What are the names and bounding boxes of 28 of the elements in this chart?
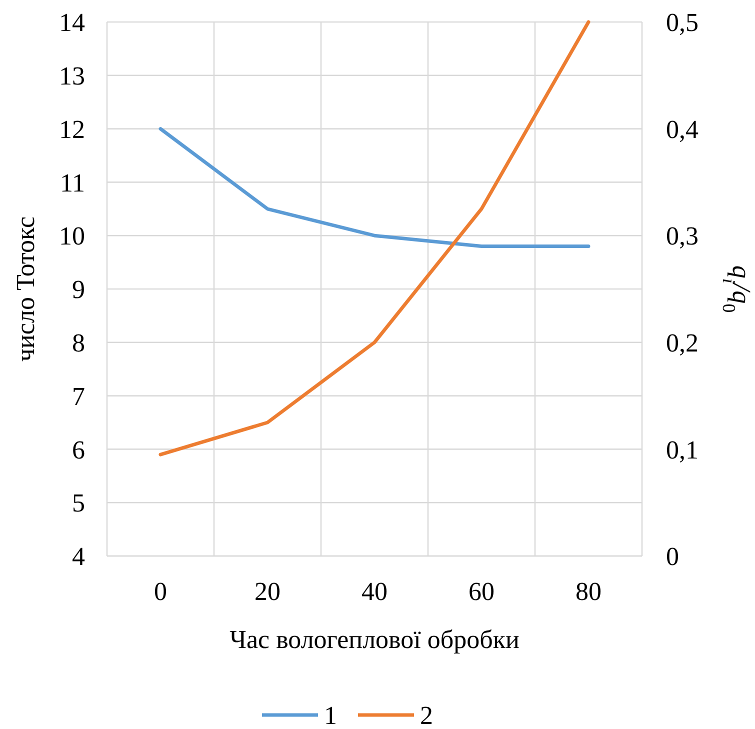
y-tick-label: 8 <box>72 328 85 358</box>
y2-tick-label: 0,2 <box>666 328 698 358</box>
line-series <box>158 20 590 456</box>
x-tick-label: 20 <box>254 577 280 606</box>
y-axis-title: число Тотокс <box>11 216 40 362</box>
x-axis-title: Час вологеплової обробки <box>230 625 520 654</box>
line-series <box>158 127 590 248</box>
x-tick-label: 0 <box>154 577 167 606</box>
y-tick-label: 12 <box>59 114 85 144</box>
y-tick-label: 7 <box>72 382 85 411</box>
y-tick-label: 14 <box>59 8 85 38</box>
y-tick-label: 13 <box>59 62 85 90</box>
x-tick-label: 40 <box>362 577 388 606</box>
y2-tick-label: 0,4 <box>666 114 698 144</box>
y2-tick-label: 0,3 <box>666 222 698 251</box>
y-tick-label: 10 <box>59 222 85 251</box>
y2-tick-label: 0 <box>666 542 679 572</box>
y-tick-label: 4 <box>72 542 85 572</box>
y-tick-label: 6 <box>72 435 85 464</box>
y-tick-label: 9 <box>72 275 85 304</box>
legend-label: 1 <box>324 701 337 729</box>
x-tick-label: 60 <box>468 577 494 606</box>
y2-tick-label: 0,1 <box>666 435 698 464</box>
x-tick-label: 80 <box>576 577 602 606</box>
y-tick-label: 5 <box>72 488 85 518</box>
y2-tick-label: 0,5 <box>666 8 698 38</box>
y-tick-label: 11 <box>60 168 85 198</box>
legend-label: 2 <box>420 701 433 729</box>
